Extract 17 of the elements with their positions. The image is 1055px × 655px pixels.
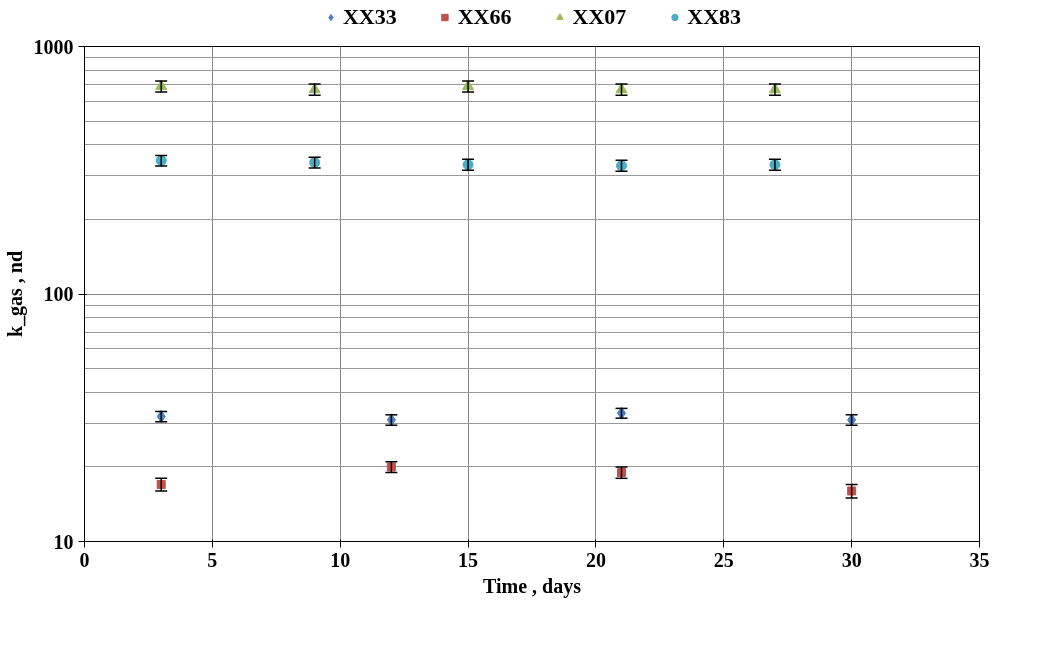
x-tick-label: 35 <box>969 548 990 571</box>
y-tick-label: 10 <box>53 530 74 553</box>
y-tick-label: 100 <box>43 283 74 305</box>
x-tick-label: 25 <box>713 548 734 571</box>
legend-label: XX83 <box>687 4 742 30</box>
x-tick-label: 15 <box>458 548 479 571</box>
x-tick-label: 20 <box>585 548 606 571</box>
legend-label: XX66 <box>457 4 512 30</box>
x-tick-label: 30 <box>841 548 862 571</box>
x-axis-title: Time , days <box>483 574 582 598</box>
x-tick-label: 0 <box>79 548 90 571</box>
x-tick-label: 5 <box>207 548 218 571</box>
legend-label: XX33 <box>342 4 397 30</box>
y-axis-title: k_gas , nd <box>3 250 27 338</box>
y-tick-label: 1000 <box>33 35 74 58</box>
x-tick-label: 10 <box>330 548 351 571</box>
legend-label: XX07 <box>572 4 627 30</box>
